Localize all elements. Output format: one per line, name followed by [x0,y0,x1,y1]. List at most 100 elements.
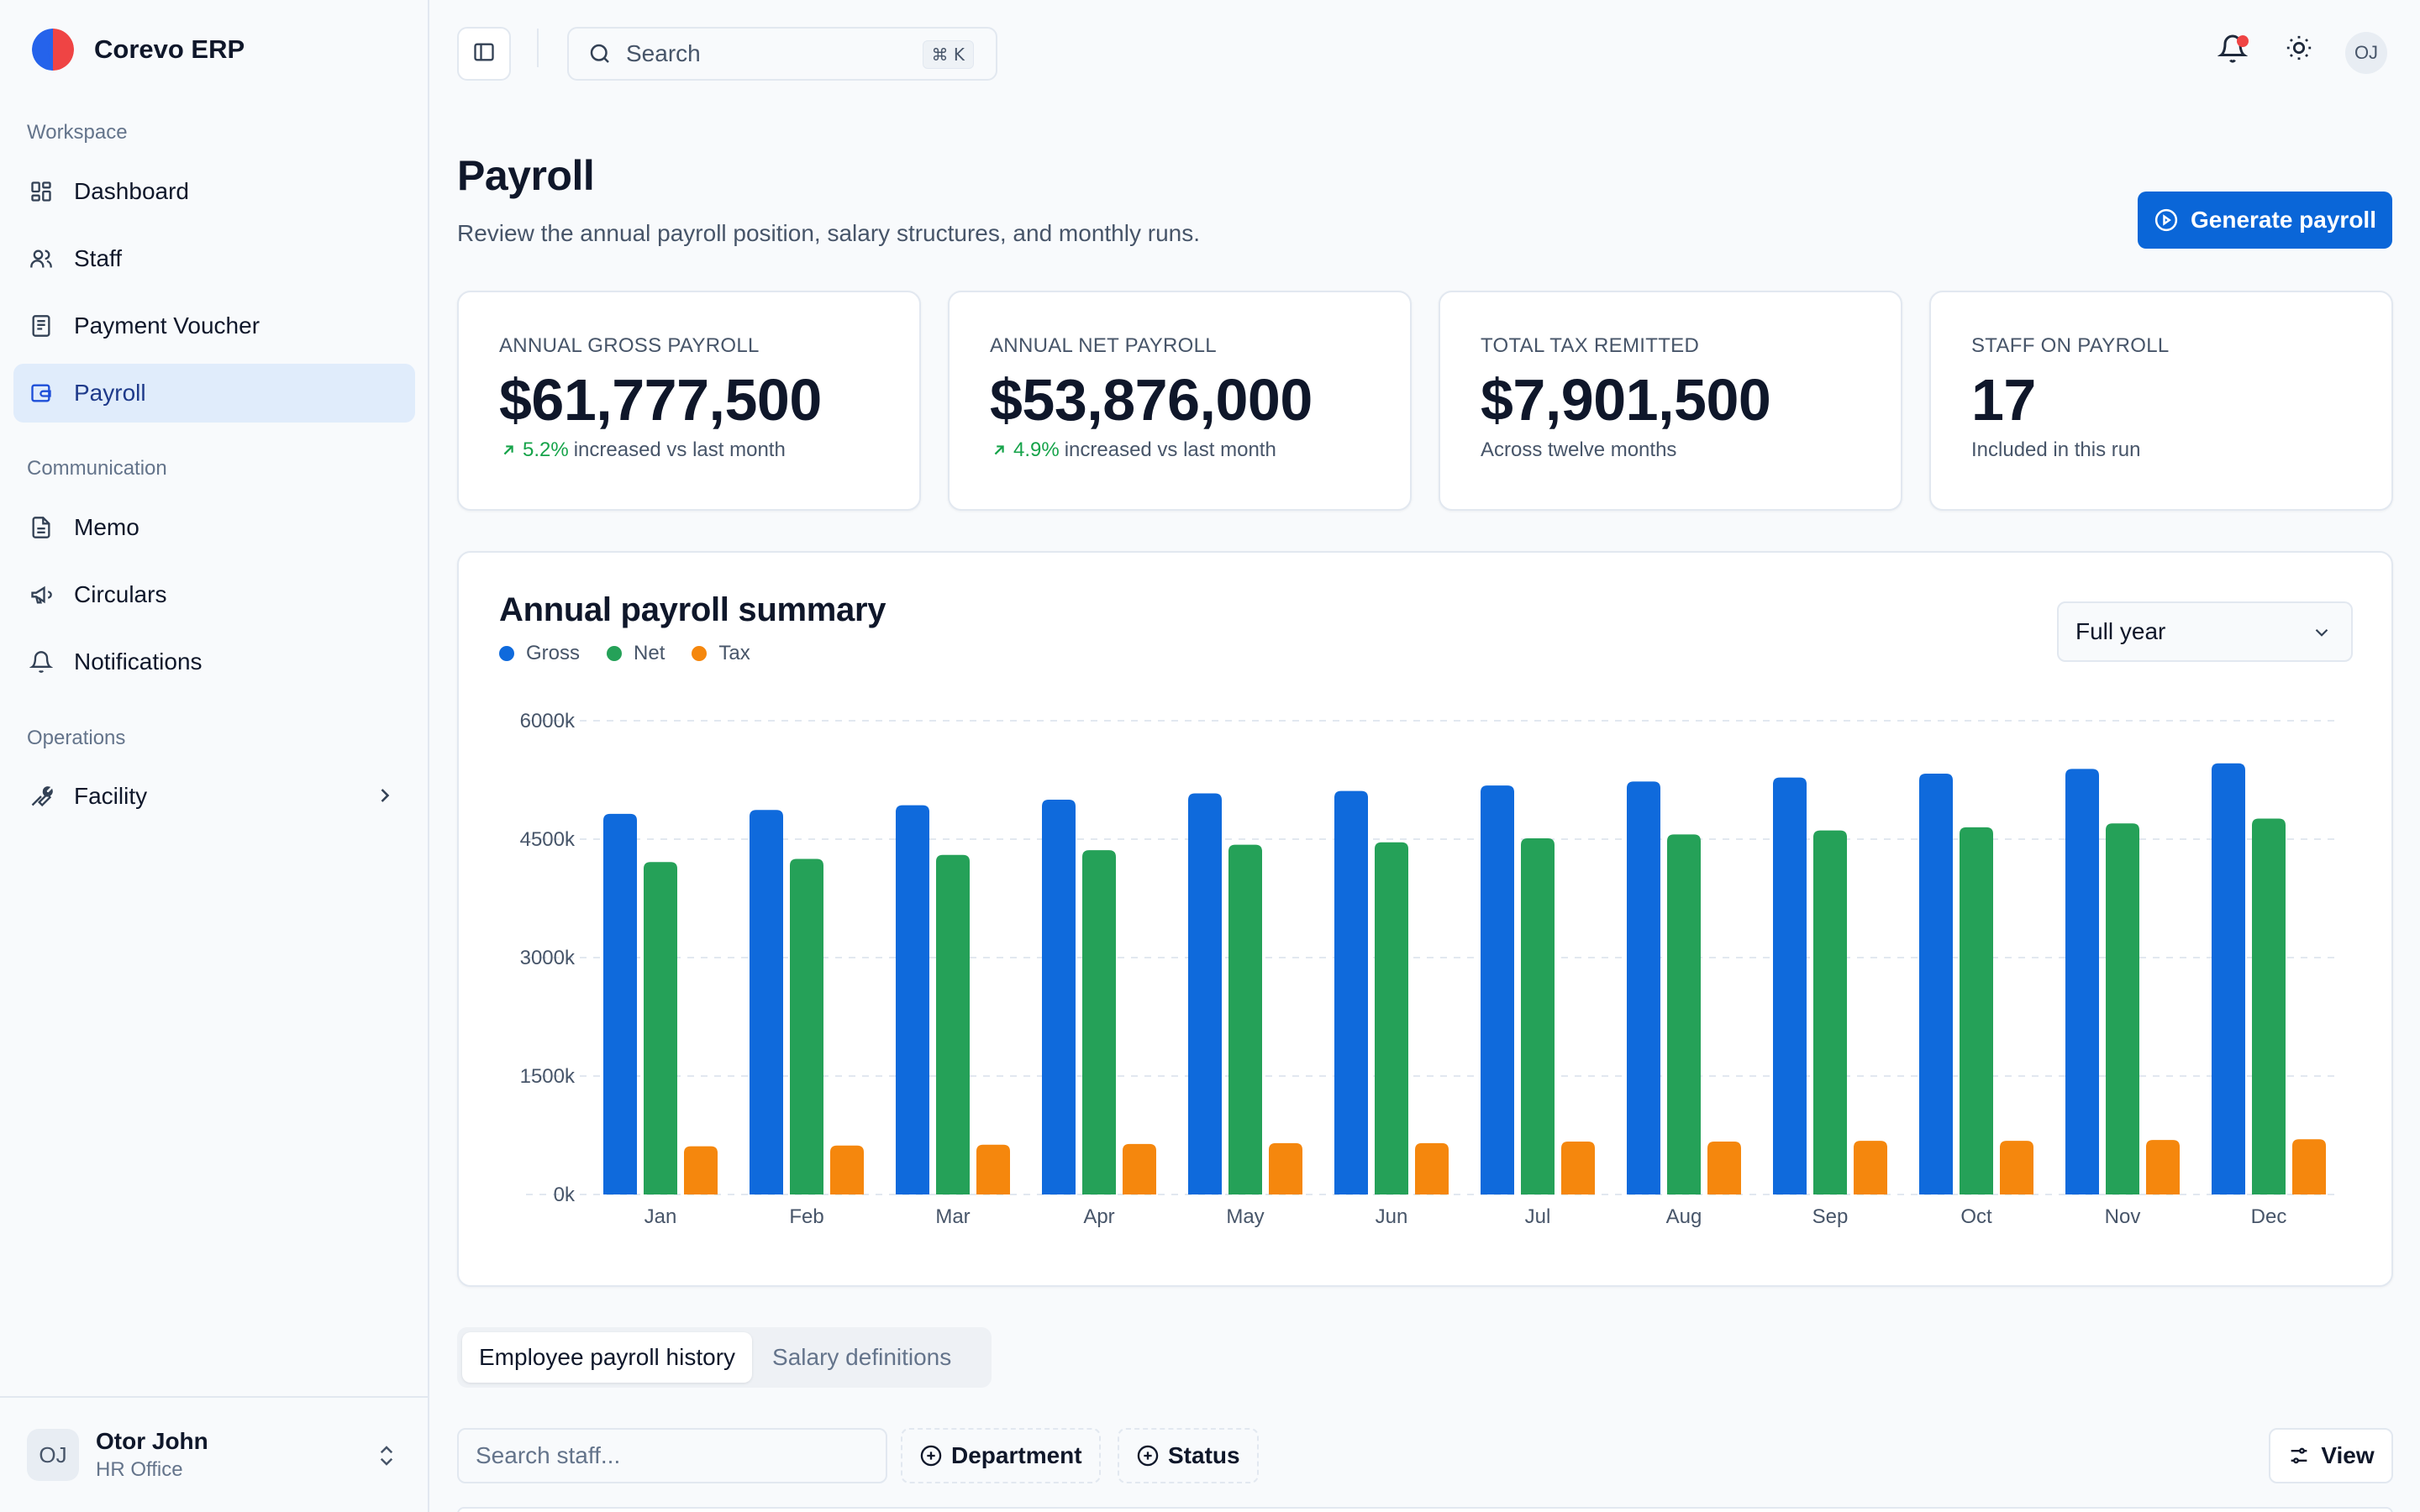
plus-circle-icon [919,1444,943,1467]
x-tick-label: Jul [1525,1205,1551,1228]
legend-label: Net [634,642,666,664]
stat-footer: 5.2% increased vs last month [499,438,919,462]
stat-label: STAFF ON PAYROLL [1971,334,2170,357]
dashboard-grid-icon [27,177,55,206]
x-tick-label: Jan [644,1205,677,1228]
legend-swatch [692,646,708,661]
y-tick-label: 1500k [520,1065,576,1088]
bar-tax-sep [1854,1141,1887,1194]
stat-card-gross: ANNUAL GROSS PAYROLL $61,777,500 5.2% in… [457,291,921,511]
tab-salary-definitions[interactable]: Salary definitions [772,1344,952,1370]
bar-gross-jun [1334,790,1368,1194]
stat-value: $53,876,000 [990,367,1313,433]
y-tick-label: 4500k [520,828,576,851]
sidebar-item-payroll[interactable]: Payroll [13,364,415,423]
bar-net-apr [1082,850,1116,1194]
avatar: OJ [27,1429,79,1481]
staff-search-input[interactable]: Search staff... [457,1428,887,1483]
bar-tax-jan [684,1146,718,1194]
trend-up-icon [499,441,518,459]
generate-payroll-button[interactable]: Generate payroll [2138,192,2392,249]
legend-label: Tax [718,642,750,664]
sidebar-item-label: Memo [74,514,139,540]
brand-logo-icon [32,29,74,71]
y-tick-label: 0k [554,1184,576,1206]
payroll-bar-chart: 0k 1500k 3000k 4500k 6000k Jan Feb Mar Apr May Jun… [520,710,2341,1228]
stat-note: Included in this run [1971,438,2141,461]
sidebar-item-label: Circulars [74,581,167,607]
staff-search-placeholder: Search staff... [476,1442,621,1468]
theme-toggle-button[interactable] [2285,34,2313,66]
x-tick-label: Nov [2105,1205,2141,1228]
x-tick-label: Sep [1812,1205,1849,1228]
brand[interactable]: Corevo ERP [32,29,245,71]
bar-gross-aug [1627,781,1660,1194]
bar-tax-mar [976,1144,1010,1194]
stat-note: Across twelve months [1481,438,1677,461]
bar-gross-sep [1773,777,1807,1194]
chevrons-up-down-icon [374,1443,399,1473]
sidebar-item-label: Dashboard [74,178,189,204]
stat-value: $61,777,500 [499,367,822,433]
stat-note: increased vs last month [1064,438,1276,461]
sidebar-item-dashboard[interactable]: Dashboard [13,162,415,221]
bar-net-may [1228,844,1262,1194]
search-icon [587,41,613,66]
stat-label: ANNUAL GROSS PAYROLL [499,334,760,357]
sidebar-item-notifications[interactable]: Notifications [13,633,415,691]
bar-tax-apr [1123,1143,1156,1194]
stat-card-staff: STAFF ON PAYROLL 17 Included in this run [1929,291,2393,511]
sidebar-item-staff[interactable]: Staff [13,229,415,288]
period-select[interactable]: Full year [2057,601,2353,662]
receipt-icon [27,312,55,340]
bar-tax-nov [2146,1140,2180,1194]
view-options-label: View [2321,1442,2375,1468]
sidebar-item-memo[interactable]: Memo [13,498,415,557]
bar-tax-aug [1707,1142,1741,1194]
bar-net-jun [1375,842,1408,1194]
section-label-workspace: Workspace [27,121,128,144]
x-tick-label: Aug [1666,1205,1702,1228]
generate-payroll-label: Generate payroll [2191,207,2376,233]
stat-label: ANNUAL NET PAYROLL [990,334,1217,357]
topbar: Search ⌘ K OJ [429,0,2420,106]
sidebar-item-label: Payroll [74,380,146,406]
bar-gross-jan [603,813,637,1194]
x-tick-label: Dec [2251,1205,2287,1228]
brand-name: Corevo ERP [94,34,245,64]
bar-tax-oct [2000,1141,2033,1194]
bar-gross-apr [1042,800,1076,1194]
stat-note: increased vs last month [573,438,786,461]
period-select-value: Full year [2075,618,2166,644]
view-options-button[interactable]: View [2269,1428,2393,1483]
status-filter-button[interactable]: Status [1118,1428,1259,1483]
section-label-communication: Communication [27,457,167,480]
notifications-button[interactable] [2217,34,2249,68]
user-role: HR Office [96,1458,183,1481]
sidebar-item-payment-voucher[interactable]: Payment Voucher [13,297,415,355]
wallet-icon [27,379,55,407]
stat-footer: Across twelve months [1481,438,1901,462]
tab-employee-payroll-history[interactable]: Employee payroll history [462,1332,753,1383]
sidebar-item-label: Notifications [74,648,203,675]
payroll-table [457,1507,2393,1512]
sidebar-item-facility[interactable]: Facility [13,767,415,826]
bell-icon [27,648,55,676]
user-name: Otor John [96,1428,208,1454]
user-avatar-button[interactable]: OJ [2345,32,2387,74]
stat-card-tax: TOTAL TAX REMITTED $7,901,500 Across twe… [1439,291,1902,511]
sidebar-panel-icon [472,40,496,68]
user-menu[interactable]: OJ Otor John HR Office [0,1396,429,1512]
legend-item-tax: Tax [692,642,750,665]
sidebar-item-circulars[interactable]: Circulars [13,565,415,624]
search-placeholder: Search [626,40,701,66]
payroll-summary-card: Annual payroll summary Gross Net Tax Ful… [457,551,2393,1287]
legend-swatch [499,646,514,661]
search-input[interactable]: Search ⌘ K [567,27,997,81]
y-tick-label: 6000k [520,710,576,732]
legend-label: Gross [526,642,581,664]
chevron-down-icon [2311,622,2333,649]
payroll-tabs: Employee payroll history Salary definiti… [457,1327,992,1388]
department-filter-button[interactable]: Department [901,1428,1101,1483]
toggle-sidebar-button[interactable] [457,27,511,81]
